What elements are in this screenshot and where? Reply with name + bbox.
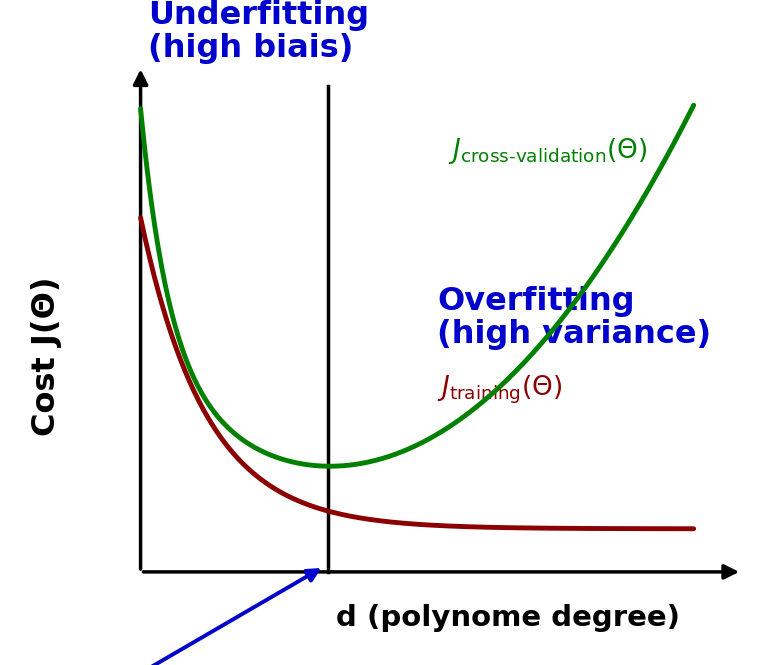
Text: Overfitting
(high variance): Overfitting (high variance) [437, 286, 711, 350]
Text: $J_{\rm cross\text{-}validation}(\Theta)$: $J_{\rm cross\text{-}validation}(\Theta)… [448, 136, 648, 166]
Point [677, 125, 686, 133]
Point [323, 568, 333, 576]
Text: d (polynome degree): d (polynome degree) [336, 604, 679, 632]
Point [589, 525, 598, 533]
Point [136, 104, 145, 112]
Point [689, 101, 698, 109]
Point [326, 462, 335, 470]
Line: 500 pts: 500 pts [141, 105, 694, 466]
Point [435, 521, 444, 529]
Point [136, 213, 145, 221]
Point [403, 446, 412, 454]
Point [437, 428, 446, 436]
Point [398, 519, 408, 527]
Point [466, 407, 476, 415]
Point [676, 525, 685, 533]
Text: Cost J(Θ): Cost J(Θ) [31, 277, 62, 436]
Point [465, 523, 475, 531]
Point [323, 82, 333, 90]
Point [689, 525, 698, 533]
Text: $J_{\rm training}(\Theta)$: $J_{\rm training}(\Theta)$ [437, 374, 562, 406]
Text: Underfitting
(high biais): Underfitting (high biais) [148, 0, 369, 65]
Point [590, 270, 600, 278]
Line: 500 pts: 500 pts [141, 217, 694, 529]
Point [402, 519, 412, 527]
Point [400, 447, 409, 455]
